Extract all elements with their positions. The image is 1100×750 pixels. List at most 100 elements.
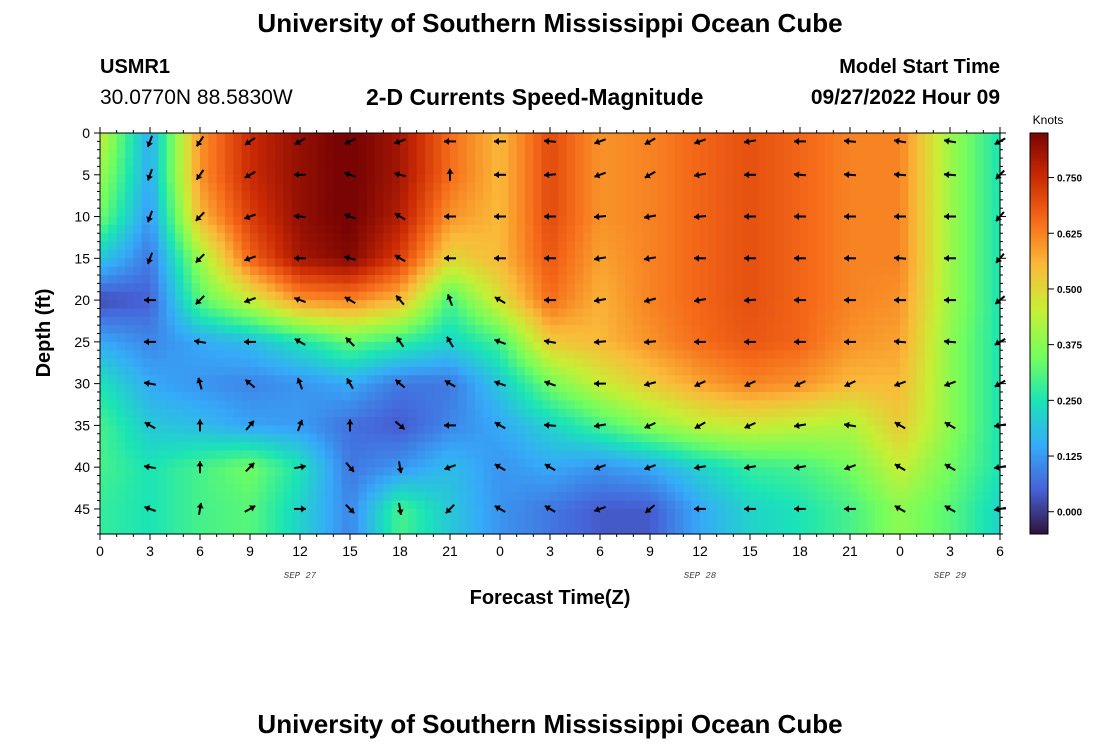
heatmap-cell	[541, 366, 551, 376]
heatmap-cell	[633, 308, 643, 318]
heatmap-cell	[733, 433, 743, 443]
heatmap-cell	[541, 191, 551, 201]
heatmap-cell	[633, 375, 643, 385]
heatmap-cell	[791, 191, 801, 201]
heatmap-cell	[675, 408, 684, 418]
heatmap-cell	[250, 283, 259, 293]
heatmap-cell	[266, 325, 276, 335]
heatmap-cell	[716, 308, 726, 318]
heatmap-cell	[550, 400, 559, 410]
heatmap-cell	[958, 400, 968, 410]
heatmap-cell	[375, 333, 384, 343]
heatmap-cell	[916, 166, 926, 176]
heatmap-cell	[233, 450, 243, 460]
heatmap-cell	[791, 149, 801, 159]
heatmap-cell	[625, 333, 634, 343]
heatmap-cell	[258, 149, 268, 159]
heatmap-cell	[158, 308, 168, 318]
heatmap-cell	[925, 141, 934, 151]
heatmap-cell	[491, 266, 501, 276]
heatmap-cell	[833, 141, 843, 151]
heatmap-cell	[350, 333, 359, 343]
heatmap-cell	[541, 283, 551, 293]
heatmap-cell	[941, 300, 951, 310]
heatmap-cell	[408, 492, 418, 502]
heatmap-cell	[766, 450, 776, 460]
heatmap-cell	[316, 366, 326, 376]
heatmap-cell	[916, 425, 926, 435]
heatmap-cell	[958, 149, 968, 159]
heatmap-cell	[991, 141, 1001, 151]
heatmap-cell	[675, 375, 684, 385]
heatmap-cell	[900, 216, 909, 226]
heatmap-cell	[366, 358, 376, 368]
heatmap-cell	[583, 450, 593, 460]
heatmap-cell	[683, 383, 693, 393]
heatmap-cell	[325, 458, 334, 468]
heatmap-cell	[208, 174, 218, 184]
heatmap-cell	[400, 492, 409, 502]
heatmap-cell	[825, 166, 834, 176]
heatmap-cell	[966, 400, 976, 410]
heatmap-cell	[858, 216, 868, 226]
heatmap-cell	[533, 199, 543, 209]
heatmap-cell	[483, 383, 493, 393]
heatmap-cell	[350, 475, 359, 485]
heatmap-cell	[166, 166, 176, 176]
heatmap-cell	[258, 425, 268, 435]
heatmap-cell	[625, 224, 634, 234]
heatmap-cell	[625, 408, 634, 418]
heatmap-cell	[433, 275, 443, 284]
heatmap-cell	[316, 391, 326, 401]
heatmap-cell	[100, 442, 109, 452]
heatmap-cell	[466, 375, 476, 385]
heatmap-cell	[891, 475, 901, 485]
heatmap-cell	[808, 300, 818, 310]
heatmap-cell	[308, 300, 318, 310]
heatmap-cell	[750, 508, 759, 518]
heatmap-cell	[191, 266, 201, 276]
heatmap-cell	[525, 408, 534, 418]
heatmap-cell	[908, 408, 918, 418]
heatmap-cell	[791, 442, 801, 452]
heatmap-cell	[758, 258, 768, 268]
heatmap-cell	[516, 358, 526, 368]
heatmap-cell	[558, 258, 568, 268]
heatmap-cell	[816, 450, 826, 460]
heatmap-cell	[158, 316, 168, 326]
heatmap-cell	[333, 166, 343, 176]
heatmap-cell	[383, 275, 393, 284]
heatmap-cell	[250, 166, 259, 176]
heatmap-cell	[483, 224, 493, 234]
heatmap-cell	[616, 208, 626, 218]
heatmap-cell	[950, 208, 959, 218]
heatmap-cell	[850, 350, 859, 360]
heatmap-cell	[666, 199, 676, 209]
heatmap-cell	[408, 316, 418, 326]
heatmap-cell	[358, 233, 368, 243]
heatmap-cell	[508, 300, 518, 310]
heatmap-cell	[191, 291, 201, 301]
heatmap-cell	[250, 400, 259, 410]
heatmap-cell	[216, 400, 226, 410]
heatmap-cell	[100, 141, 109, 151]
heatmap-cell	[550, 208, 559, 218]
heatmap-cell	[816, 408, 826, 418]
heatmap-cell	[550, 408, 559, 418]
heatmap-cell	[966, 492, 976, 502]
heatmap-cell	[100, 458, 109, 468]
heatmap-cell	[883, 216, 893, 226]
heatmap-cell	[483, 316, 493, 326]
heatmap-cell	[725, 300, 734, 310]
heatmap-cell	[533, 408, 543, 418]
heatmap-cell	[500, 208, 509, 218]
heatmap-cell	[608, 208, 618, 218]
heatmap-cell	[450, 275, 459, 284]
heatmap-cell	[116, 141, 126, 151]
heatmap-cell	[350, 391, 359, 401]
heatmap-cell	[100, 483, 109, 493]
heatmap-cell	[950, 249, 959, 259]
heatmap-cell	[666, 433, 676, 443]
heatmap-cell	[741, 249, 751, 259]
heatmap-cell	[591, 483, 601, 493]
